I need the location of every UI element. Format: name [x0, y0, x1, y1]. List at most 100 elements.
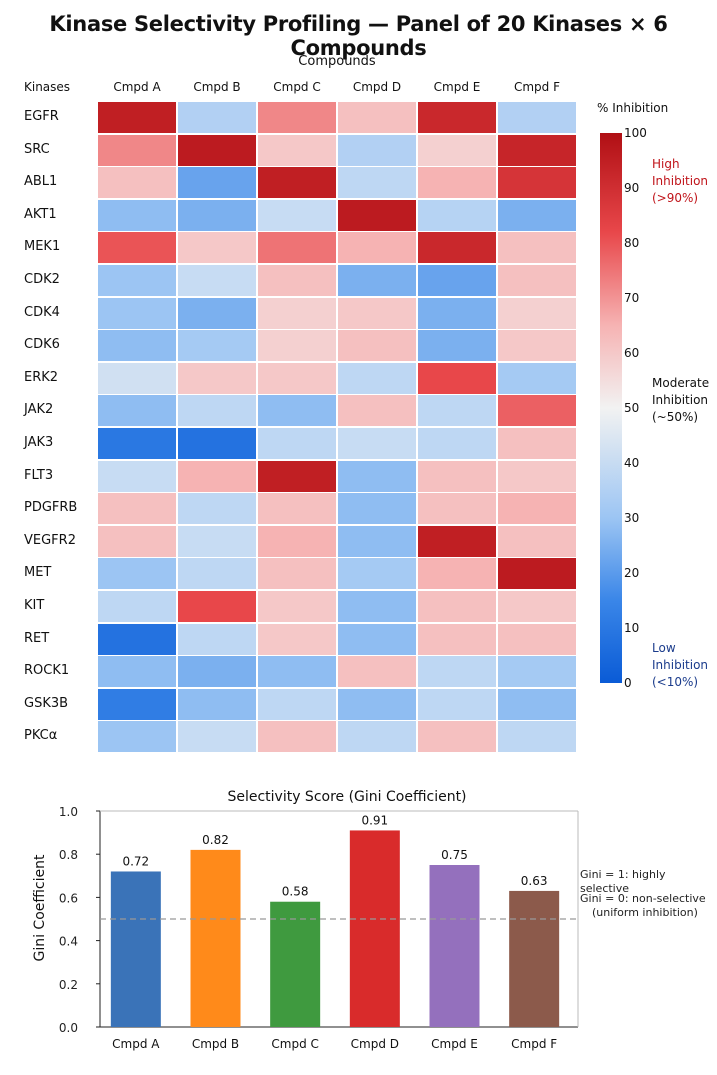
y-tick-label: 0.0	[59, 1021, 78, 1035]
note-mid-line: Inhibition	[652, 393, 709, 407]
heatmap-cell	[177, 133, 257, 167]
heatmap-cell	[177, 101, 257, 135]
heatmap-cell	[97, 361, 177, 395]
bar-value-label: 0.82	[202, 833, 229, 847]
heatmap-cell	[257, 459, 337, 493]
heatmap-cell	[257, 492, 337, 526]
heatmap-cell	[257, 329, 337, 363]
gini-note-nonselective: Gini = 0: non-selective	[580, 892, 706, 905]
x-tick-label: Cmpd E	[431, 1037, 478, 1051]
bar-value-label: 0.91	[361, 813, 388, 827]
heatmap-cell	[337, 557, 417, 591]
colorbar-tick-label: 20	[624, 566, 640, 580]
heatmap-cell	[337, 133, 417, 167]
colorbar-tick-label: 60	[624, 346, 640, 360]
heatmap-cell	[497, 687, 577, 721]
heatmap-cell	[337, 524, 417, 558]
heatmap-cell	[257, 264, 337, 298]
heatmap-cell	[97, 198, 177, 232]
heatmap-cell	[337, 101, 417, 135]
y-tick-label: 0.8	[59, 848, 78, 862]
heatmap-cell	[497, 361, 577, 395]
heatmap-cell	[417, 492, 497, 526]
gini-y-axis-label: Gini Coefficient	[32, 854, 48, 962]
colorbar-note-mid: Moderate Inhibition (~50%)	[652, 375, 709, 426]
heatmap-cell	[337, 687, 417, 721]
heatmap-cell	[417, 101, 497, 135]
heatmap-cell	[97, 492, 177, 526]
heatmap-cell	[417, 231, 497, 265]
heatmap-cell	[497, 264, 577, 298]
bar-value-label: 0.75	[441, 848, 468, 862]
heatmap-cell	[337, 394, 417, 428]
heatmap-cell	[497, 590, 577, 624]
heatmap-cell	[97, 524, 177, 558]
heatmap-cell	[177, 687, 257, 721]
heatmap-cell	[177, 622, 257, 656]
row-label: EGFR	[24, 109, 59, 124]
gini-note-selective: Gini = 1: highly selective	[580, 868, 666, 895]
row-label: JAK3	[24, 435, 54, 450]
row-label: SRC	[24, 141, 50, 157]
heatmap-cell	[497, 427, 577, 461]
heatmap-cell	[417, 264, 497, 298]
column-label: Cmpd D	[352, 80, 402, 94]
chart-title: Kinase Selectivity Profiling — Panel of …	[49, 12, 668, 60]
heatmap-cell	[257, 166, 337, 200]
heatmap-cell	[257, 231, 337, 265]
heatmap-cell	[257, 198, 337, 232]
heatmap-cell	[497, 622, 577, 656]
heatmap-cell	[417, 427, 497, 461]
bar-value-label: 0.58	[282, 885, 309, 899]
heatmap-cell	[417, 394, 497, 428]
bar-value-label: 0.63	[521, 874, 548, 888]
heatmap-cell	[337, 264, 417, 298]
colorbar-tick-label: 10	[624, 621, 640, 635]
heatmap-cell	[177, 590, 257, 624]
bar	[110, 871, 161, 1027]
heatmap-cell	[497, 133, 577, 167]
row-label: CDK2	[24, 272, 60, 287]
heatmap-cell	[97, 459, 177, 493]
heatmap-cell	[177, 361, 257, 395]
heatmap-cell	[417, 459, 497, 493]
x-tick-label: Cmpd A	[112, 1037, 160, 1051]
bar	[349, 830, 400, 1027]
heatmap-cell	[497, 492, 577, 526]
colorbar-note-high: High Inhibition (>90%)	[652, 156, 708, 207]
heatmap-cell	[177, 557, 257, 591]
heatmap-cell	[337, 361, 417, 395]
heatmap-cell	[497, 231, 577, 265]
heatmap-cell	[97, 264, 177, 298]
colorbar-tick-label: 0	[624, 676, 632, 690]
heatmap-cell	[337, 427, 417, 461]
heatmap-cell	[97, 231, 177, 265]
heatmap-cell	[177, 492, 257, 526]
gini-chart-title: Selectivity Score (Gini Coefficient)	[227, 789, 467, 805]
heatmap-cell	[257, 557, 337, 591]
heatmap-cell	[97, 622, 177, 656]
heatmap-cell	[337, 231, 417, 265]
row-label: PDGFRB	[24, 500, 78, 516]
bar	[429, 865, 480, 1027]
heatmap-cell	[497, 557, 577, 591]
heatmap-cell	[337, 198, 417, 232]
heatmap-cell	[257, 655, 337, 689]
column-label: Cmpd A	[113, 80, 161, 94]
heatmap-cell	[417, 198, 497, 232]
heatmap-cell	[177, 198, 257, 232]
note-low-line: Low	[652, 641, 676, 655]
row-label: CDK4	[24, 304, 60, 320]
heatmap-cell	[417, 720, 497, 754]
row-label: VEGFR2	[24, 532, 76, 548]
colorbar-title: % Inhibition	[597, 101, 669, 115]
heatmap-cell	[257, 720, 337, 754]
colorbar-tick-label: 50	[624, 401, 640, 415]
row-label: MET	[24, 565, 52, 581]
heatmap-cell	[177, 427, 257, 461]
y-tick-label: 0.6	[59, 891, 78, 905]
heatmap-cell	[97, 394, 177, 428]
heatmap-cell	[97, 590, 177, 624]
heatmap-cell	[257, 622, 337, 656]
